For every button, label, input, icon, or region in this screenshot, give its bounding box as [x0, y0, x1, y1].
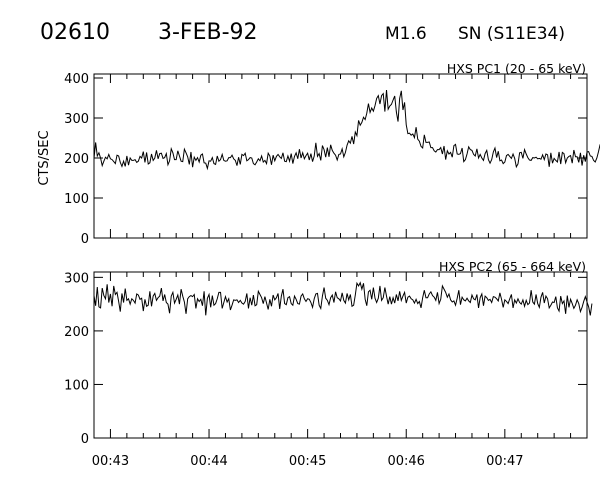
flare-location: SN (S11E34) [458, 24, 565, 44]
panel-title: HXS PC2 (65 - 664 keV) [439, 259, 586, 274]
y-tick-label: 400 [64, 72, 89, 87]
y-tick-label: 0 [81, 432, 89, 447]
x-tick-label: 00:43 [92, 454, 129, 469]
y-tick-label: 200 [64, 152, 89, 167]
series-line [93, 281, 593, 316]
x-tick-labels: 00:43 00:44 00:45 00:46 00:47 [92, 454, 524, 469]
y-axis-label: CTS/SEC [37, 130, 52, 185]
y-tick-label: 200 [64, 325, 89, 340]
event-date: 3-FEB-92 [158, 20, 258, 45]
y-tick-label: 100 [64, 192, 89, 207]
plot-frame [93, 73, 588, 239]
x-tick-label: 00:45 [289, 454, 326, 469]
goes-class: M1.6 [385, 24, 427, 44]
y-tick-label: 0 [81, 232, 89, 247]
panel-hxs-pc1: HXS PC1 (20 - 65 keV) CTS/SEC 0 100 200 300… [37, 61, 600, 247]
x-tick-label: 00:46 [387, 454, 424, 469]
series-line [93, 89, 600, 171]
x-ticks [93, 74, 588, 238]
x-tick-label: 00:47 [486, 454, 523, 469]
y-tick-label: 100 [64, 378, 89, 393]
x-tick-label: 00:44 [190, 454, 227, 469]
x-ticks [93, 272, 588, 438]
plot-frame [93, 271, 588, 439]
y-tick-label: 300 [64, 271, 89, 286]
event-id: 02610 [40, 20, 110, 45]
y-tick-label: 300 [64, 112, 89, 127]
y-ticks: 0 100 200 300 400 [64, 72, 587, 247]
panel-title: HXS PC1 (20 - 65 keV) [447, 61, 586, 76]
y-ticks: 0 100 200 300 [64, 271, 587, 447]
